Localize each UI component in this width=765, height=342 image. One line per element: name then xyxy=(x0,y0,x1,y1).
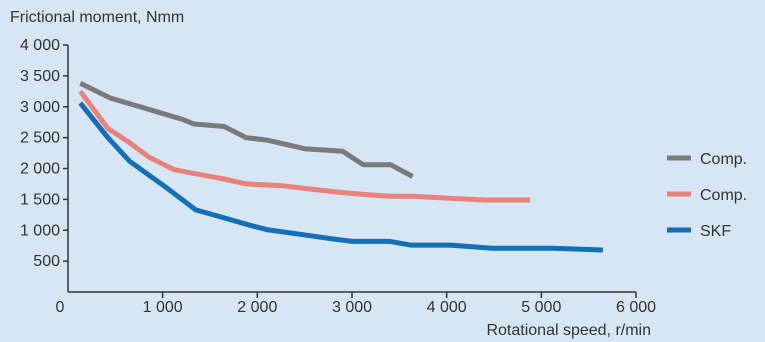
y-axis-ticks: 500 1 000 1 500 2 000 2 500 3 000 3 500 4 000 xyxy=(20,37,68,270)
series-line-2 xyxy=(78,101,603,253)
y-axis-title: Frictional moment, Nmm xyxy=(10,9,184,26)
x-tick-label: 4 000 xyxy=(427,299,467,316)
y-tick-label: 1 000 xyxy=(20,222,60,239)
legend-label-0: Comp. xyxy=(700,151,747,168)
y-tick-label: 2 500 xyxy=(20,130,60,147)
series-line-1 xyxy=(78,89,530,203)
y-tick-label: 2 000 xyxy=(20,161,60,178)
y-tick-label: 500 xyxy=(33,253,60,270)
legend: Comp. Comp. SKF xyxy=(667,151,747,240)
x-tick-label: 6 000 xyxy=(616,299,656,316)
x-tick-label: 5 000 xyxy=(521,299,561,316)
legend-label-1: Comp. xyxy=(700,187,747,204)
x-tick-label: 0 xyxy=(56,299,65,316)
x-axis-ticks: 0 1 000 2 000 3 000 4 000 5 000 6 000 xyxy=(56,292,656,316)
y-tick-label: 3 500 xyxy=(20,68,60,85)
y-tick-label: 1 500 xyxy=(20,191,60,208)
legend-label-2: SKF xyxy=(700,223,731,240)
series-lines xyxy=(78,81,603,253)
y-tick-label: 4 000 xyxy=(20,37,60,54)
x-tick-label: 3 000 xyxy=(332,299,372,316)
x-axis-title: Rotational speed, r/min xyxy=(486,322,651,339)
x-tick-label: 2 000 xyxy=(237,299,277,316)
y-tick-label: 3 000 xyxy=(20,99,60,116)
x-tick-label: 1 000 xyxy=(143,299,183,316)
series-line-0 xyxy=(79,81,414,179)
